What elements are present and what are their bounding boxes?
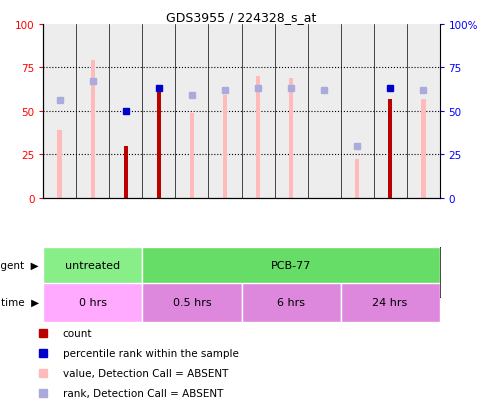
Text: GSM158382: GSM158382 [353, 245, 361, 300]
Text: PCB-77: PCB-77 [271, 260, 311, 271]
Bar [256, 77, 260, 198]
Text: count: count [63, 328, 92, 338]
Text: GSM158375: GSM158375 [122, 245, 130, 300]
Bar [110, 25, 142, 198]
Bar [288, 78, 294, 198]
Bar [76, 25, 110, 198]
Text: 24 hrs: 24 hrs [372, 297, 408, 308]
Text: GSM158379: GSM158379 [254, 245, 262, 300]
Title: GDS3955 / 224328_s_at: GDS3955 / 224328_s_at [166, 11, 317, 24]
Bar [175, 25, 209, 198]
Bar [142, 248, 440, 283]
Bar [355, 160, 359, 198]
Text: agent  ▶: agent ▶ [0, 260, 39, 271]
Bar [421, 100, 426, 198]
Bar [341, 25, 373, 198]
Bar [43, 25, 76, 198]
Text: GSM158381: GSM158381 [320, 245, 328, 300]
Text: 0 hrs: 0 hrs [79, 297, 107, 308]
Text: GSM158376: GSM158376 [155, 245, 163, 300]
Bar [124, 146, 128, 198]
Text: GSM158377: GSM158377 [187, 245, 197, 300]
Text: GSM158374: GSM158374 [88, 245, 98, 300]
Bar [142, 283, 242, 322]
Text: GSM158378: GSM158378 [221, 245, 229, 300]
Bar [156, 89, 161, 198]
Bar [274, 25, 308, 198]
Text: GSM158384: GSM158384 [419, 245, 427, 300]
Bar [90, 61, 96, 198]
Bar [387, 100, 393, 198]
Text: rank, Detection Call = ABSENT: rank, Detection Call = ABSENT [63, 388, 223, 398]
Bar [407, 25, 440, 198]
Text: untreated: untreated [65, 260, 121, 271]
Bar [223, 96, 227, 198]
Bar [308, 25, 341, 198]
Bar [189, 113, 195, 198]
Text: GSM158373: GSM158373 [56, 245, 64, 300]
Bar [242, 25, 274, 198]
Text: time  ▶: time ▶ [0, 297, 39, 308]
Bar [341, 283, 440, 322]
Bar [242, 283, 341, 322]
Bar [373, 25, 407, 198]
Bar [142, 25, 175, 198]
Text: GSM158383: GSM158383 [385, 245, 395, 300]
Bar [43, 283, 142, 322]
Bar [43, 248, 142, 283]
Bar [57, 131, 62, 198]
Text: percentile rank within the sample: percentile rank within the sample [63, 348, 239, 358]
Text: 6 hrs: 6 hrs [277, 297, 305, 308]
Bar [209, 25, 242, 198]
Text: value, Detection Call = ABSENT: value, Detection Call = ABSENT [63, 368, 228, 378]
Text: 0.5 hrs: 0.5 hrs [173, 297, 211, 308]
Text: GSM158380: GSM158380 [286, 245, 296, 300]
